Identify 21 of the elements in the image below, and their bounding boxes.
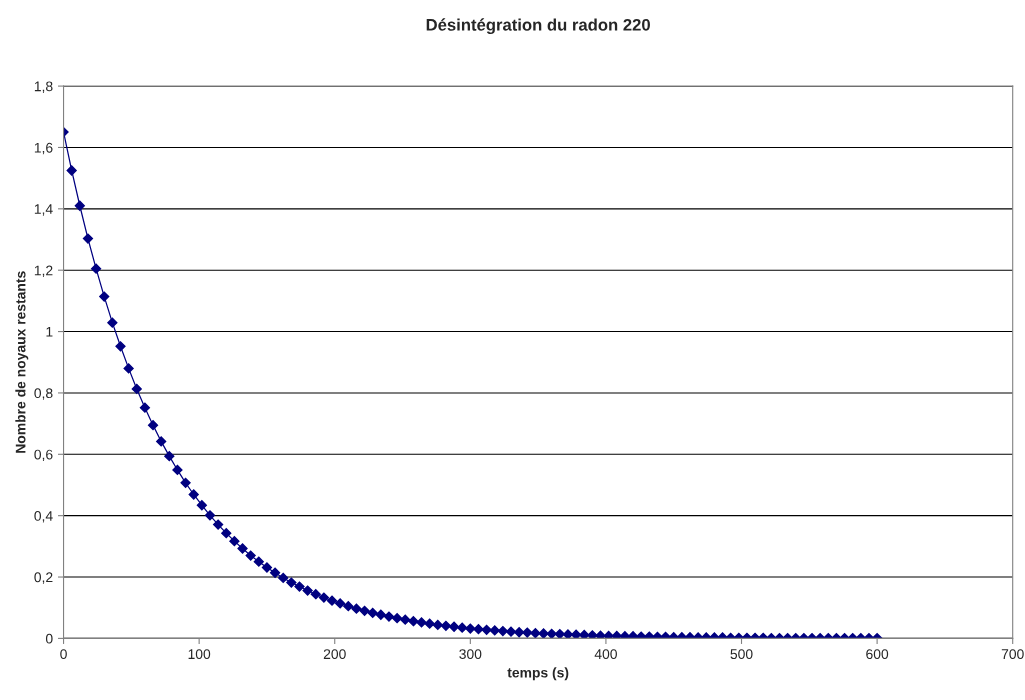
y-tick-label: 1 (46, 327, 53, 337)
x-tick-label: 700 (1001, 649, 1024, 660)
x-tick-label: 400 (594, 649, 617, 660)
y-tick-label: 0,6 (34, 449, 53, 462)
x-tick-label: 0 (60, 649, 67, 660)
x-axis-title: temps (s) (507, 667, 569, 681)
y-tick-label: 0 (45, 633, 53, 644)
y-tick-label: 1,8 (34, 81, 53, 93)
y-tick-label: 0,2 (34, 572, 53, 584)
chart-title: Désintégration du radon 220 (426, 18, 650, 35)
y-tick-label: 1,2 (34, 265, 53, 278)
y-tick-label: 1,4 (34, 204, 53, 216)
x-tick-label: 500 (730, 649, 753, 660)
y-tick-label: 0,8 (34, 388, 53, 400)
y-axis-title: Nombre de noyaux restants (15, 271, 29, 453)
y-tick-label: 0,4 (34, 511, 53, 523)
y-tick-label: 1,6 (34, 142, 53, 155)
x-tick-label: 600 (866, 649, 889, 660)
x-tick-label: 300 (459, 649, 482, 660)
x-tick-label: 200 (323, 649, 346, 660)
x-tick-label: 100 (188, 649, 211, 660)
